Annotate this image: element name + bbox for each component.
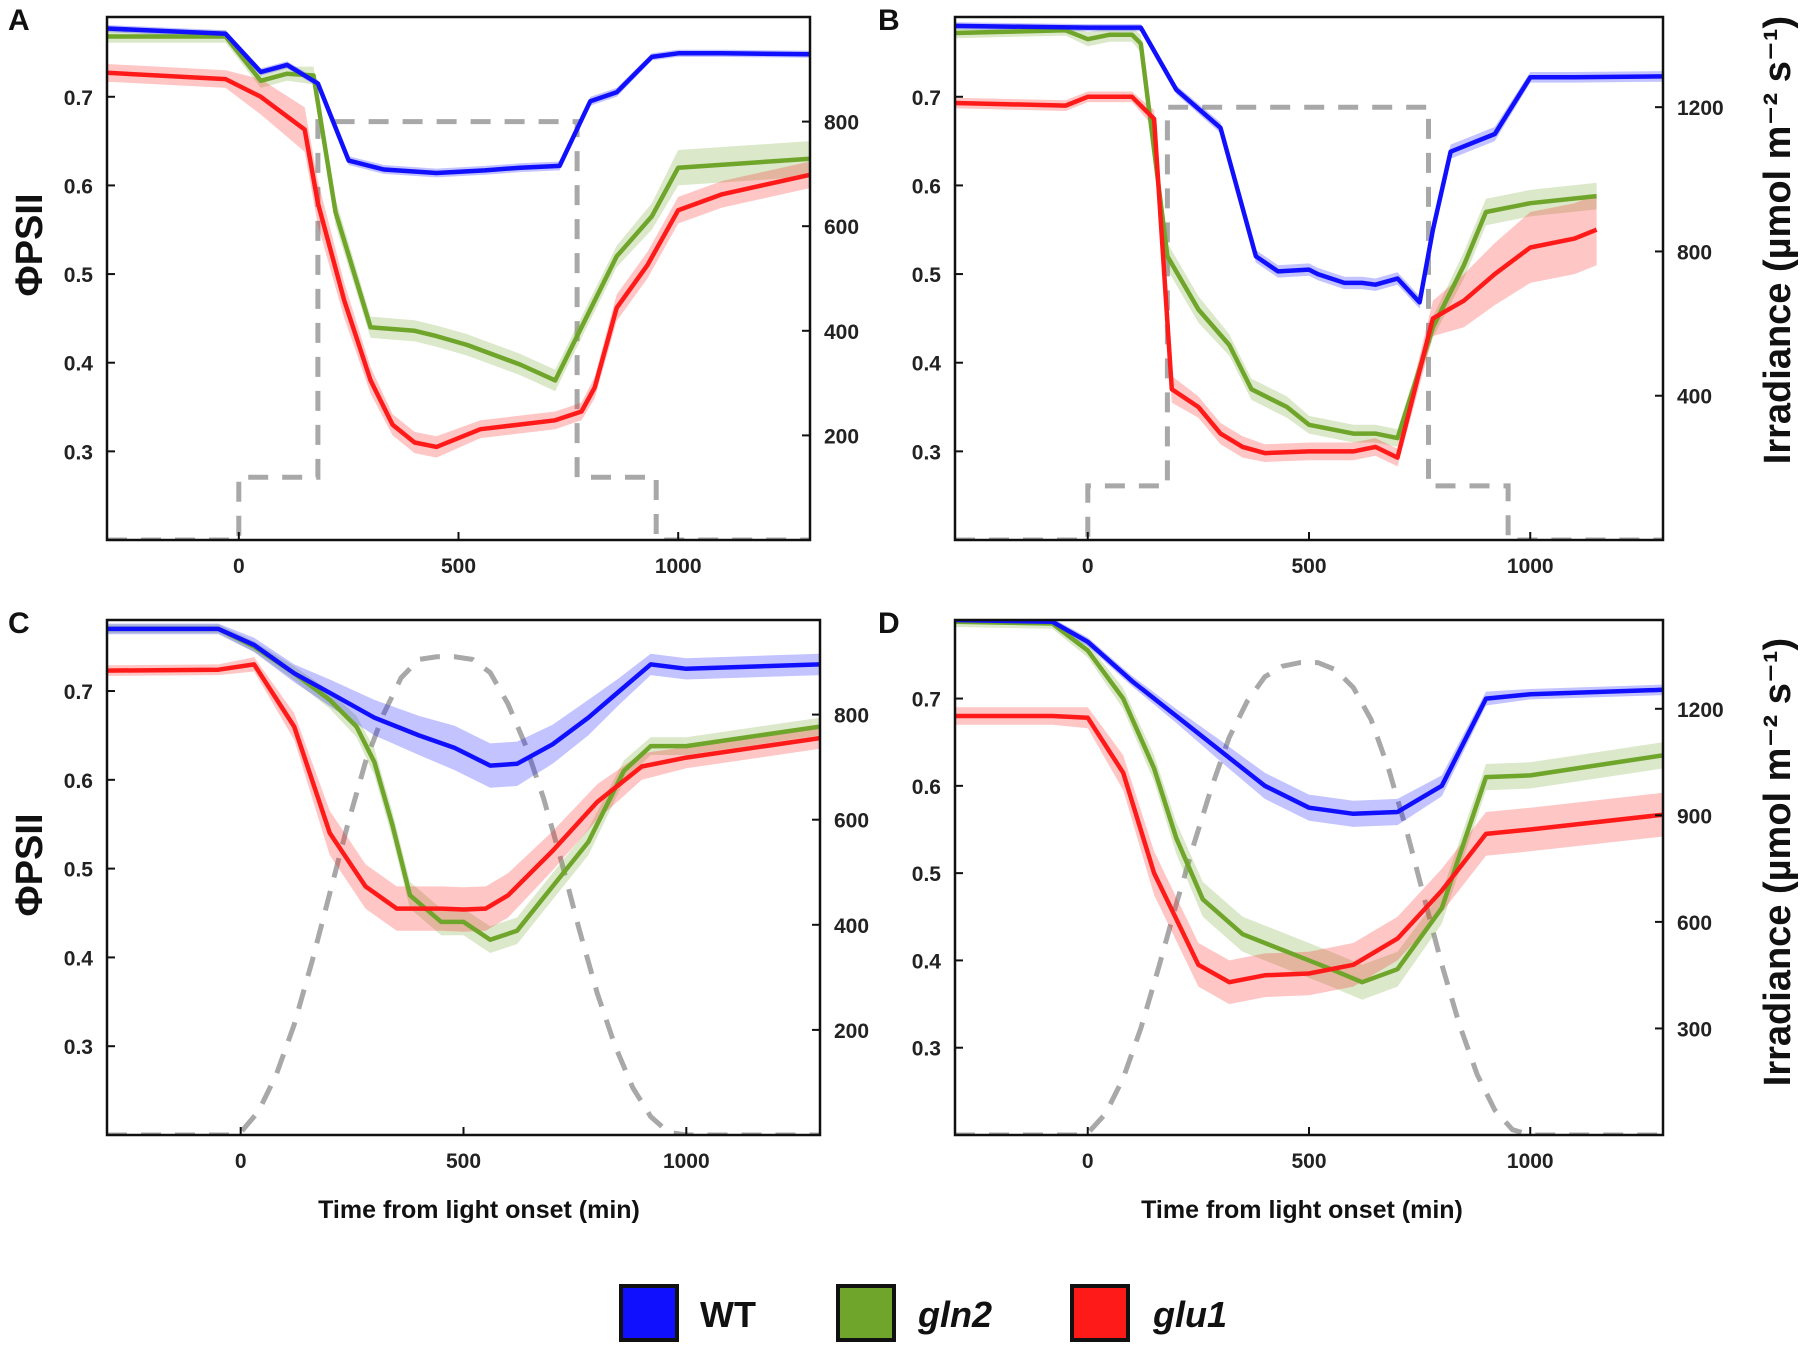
legend-swatch-glu1 <box>1070 1284 1130 1342</box>
y-tick-label: 0.6 <box>912 776 941 799</box>
legend-label-wt: WT <box>700 1294 756 1335</box>
y2-tick-label: 800 <box>824 112 859 135</box>
error-band-glu1 <box>107 64 810 458</box>
y-axis-title-right-top: Irradiance (µmol m⁻² s⁻¹) <box>1757 16 1799 464</box>
y-axis-title-left-bottom: ΦPSII <box>9 814 51 917</box>
series-line-wt <box>955 23 1663 305</box>
x-tick-label: 500 <box>446 1150 481 1173</box>
x-tick-label: 0 <box>235 1150 247 1173</box>
y2-tick-label: 200 <box>824 425 859 448</box>
y-tick-label: 0.7 <box>912 689 941 712</box>
panel-d: D 0 500 1000 0.3 0.4 0.5 0.6 0.7 300 600 900 1200 <box>878 607 1724 1173</box>
legend: WT gln2 glu1 <box>619 1284 1227 1342</box>
y2-tick-label: 800 <box>834 705 869 728</box>
y-tick-label: 0.5 <box>64 264 94 287</box>
irradiance-line <box>955 660 1663 1135</box>
y-tick-label: 0.6 <box>64 770 93 793</box>
legend-swatch-wt <box>619 1284 679 1342</box>
axes-frame <box>105 618 822 1137</box>
series-line-gln2 <box>107 34 810 383</box>
irradiance-line <box>107 654 820 1135</box>
y2-tick-label: 400 <box>1677 386 1712 409</box>
x-tick-label: 1000 <box>1507 1150 1554 1173</box>
x-tick-label: 500 <box>1291 555 1326 578</box>
y-axis-title-right-bottom: Irradiance (µmol m⁻² s⁻¹) <box>1757 638 1799 1086</box>
irradiance-line <box>955 104 1663 540</box>
y2-tick-label: 200 <box>834 1020 869 1043</box>
y-tick-label: 0.4 <box>912 950 942 973</box>
y-tick-label: 0.3 <box>912 1038 941 1061</box>
y2-tick-label: 900 <box>1677 805 1712 828</box>
series-line-wt <box>955 620 1663 817</box>
y-tick-label: 0.3 <box>64 1036 93 1059</box>
y-tick-label: 0.7 <box>912 87 941 110</box>
y-axis-title-left-top: ΦPSII <box>9 194 51 297</box>
y-tick-label: 0.5 <box>912 264 942 287</box>
x-tick-label: 0 <box>1082 555 1094 578</box>
x-tick-label: 1000 <box>663 1150 710 1173</box>
y-tick-label: 0.4 <box>912 353 942 376</box>
series-line-glu1 <box>107 70 810 450</box>
y2-tick-label: 400 <box>834 915 869 938</box>
axes-frame <box>953 15 1665 542</box>
y-tick-label: 0.3 <box>64 441 93 464</box>
x-axis-title-d: Time from light onset (min) <box>1141 1196 1463 1224</box>
y-tick-label: 0.6 <box>64 175 93 198</box>
plot-area <box>107 623 820 1135</box>
panel-letter-b: B <box>878 4 900 37</box>
series-line-glu1 <box>955 713 1663 985</box>
plot-area <box>955 620 1663 1135</box>
panel-b: B 0 500 1000 0.3 0.4 0.5 0.6 0.7 400 800 1200 <box>878 4 1724 578</box>
series-line-gln2 <box>955 28 1597 441</box>
y-tick-label: 0.5 <box>912 863 942 886</box>
y2-tick-label: 800 <box>1677 241 1712 264</box>
error-band-glu1 <box>955 91 1597 467</box>
series-line-glu1 <box>107 662 820 912</box>
x-axis-title-c: Time from light onset (min) <box>318 1196 640 1224</box>
axes-frame <box>105 15 812 542</box>
panel-letter-c: C <box>8 607 30 640</box>
series-line-wt <box>107 26 810 176</box>
y-tick-label: 0.4 <box>64 947 94 970</box>
y-tick-label: 0.3 <box>912 441 941 464</box>
y2-tick-label: 300 <box>1677 1018 1712 1041</box>
legend-label-glu1: glu1 <box>1152 1294 1227 1335</box>
y-tick-label: 0.6 <box>912 175 941 198</box>
y2-tick-label: 1200 <box>1677 97 1724 120</box>
x-tick-label: 1000 <box>655 555 702 578</box>
panel-c: C 0 500 1000 0.3 0.4 0.5 0.6 0.7 200 400 600 800 <box>8 607 869 1173</box>
series-line-gln2 <box>955 620 1663 985</box>
panel-letter-d: D <box>878 607 900 640</box>
y2-tick-label: 600 <box>824 216 859 239</box>
error-band-gln2 <box>955 25 1597 447</box>
x-tick-label: 500 <box>441 555 476 578</box>
plot-area <box>107 25 810 540</box>
y2-tick-label: 1200 <box>1677 699 1724 722</box>
y2-tick-label: 600 <box>834 810 869 833</box>
irradiance-line <box>107 119 810 540</box>
error-band-wt <box>107 25 810 178</box>
y2-tick-label: 400 <box>824 321 859 344</box>
x-tick-label: 1000 <box>1507 555 1554 578</box>
y2-tick-label: 600 <box>1677 912 1712 935</box>
series-line-wt <box>107 626 820 768</box>
y-tick-label: 0.4 <box>64 353 94 376</box>
x-tick-label: 0 <box>1082 1150 1094 1173</box>
x-tick-label: 0 <box>233 555 245 578</box>
panel-a: A 0 500 1000 0.3 0.4 0.5 0.6 0.7 200 400 600 800 <box>8 4 859 578</box>
y-tick-label: 0.7 <box>64 681 93 704</box>
plot-area <box>955 22 1663 540</box>
series-line-glu1 <box>955 94 1598 460</box>
legend-label-gln2: gln2 <box>917 1294 992 1335</box>
y-tick-label: 0.7 <box>64 87 93 110</box>
panel-letter-a: A <box>8 4 30 37</box>
legend-swatch-gln2 <box>836 1284 896 1342</box>
error-band-glu1 <box>107 657 820 932</box>
y-tick-label: 0.5 <box>64 859 94 882</box>
x-tick-label: 500 <box>1291 1150 1326 1173</box>
